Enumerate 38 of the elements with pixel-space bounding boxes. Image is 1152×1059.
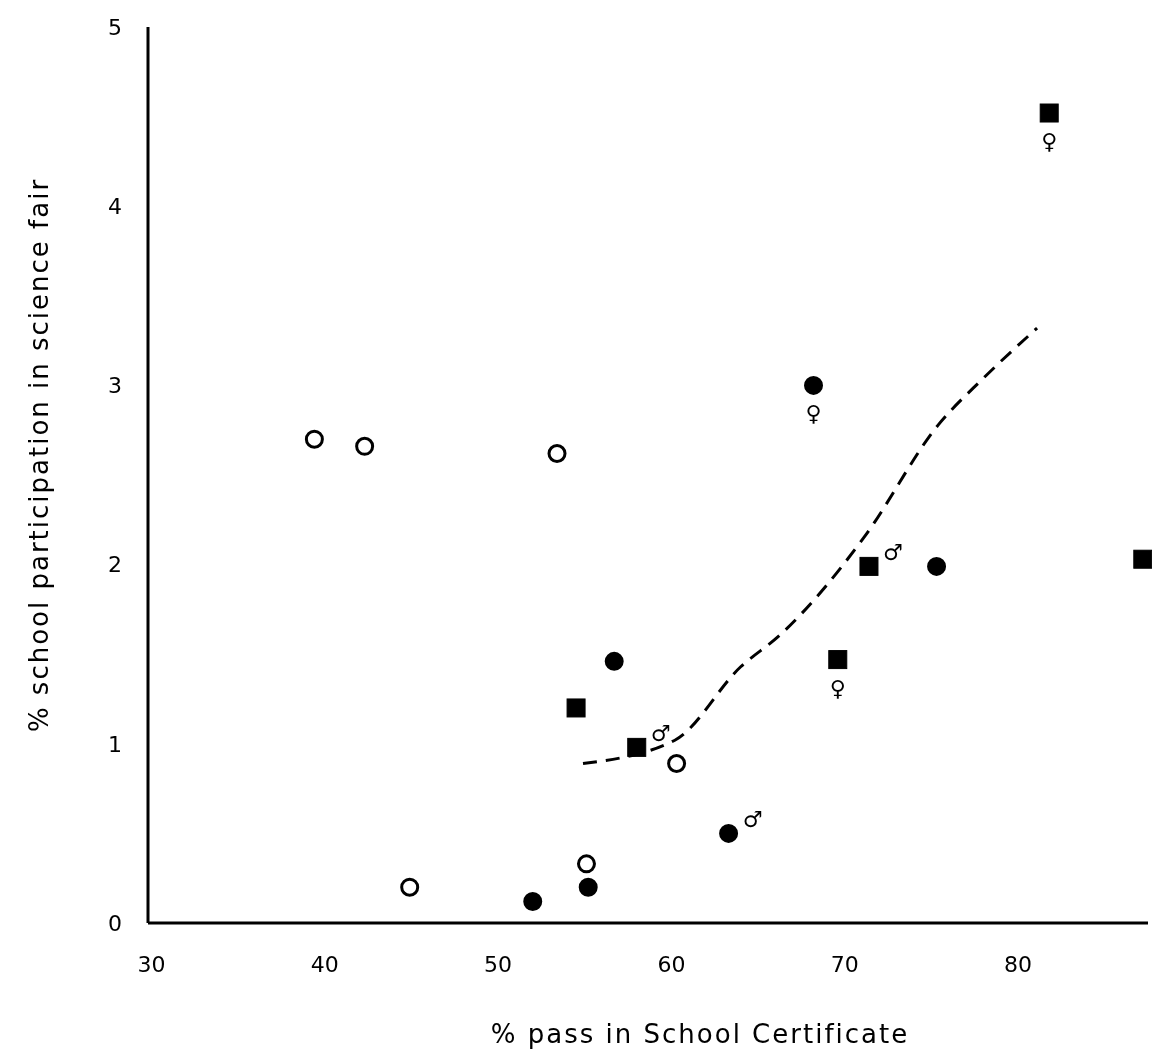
x-tick-label: 60 [657,952,686,977]
point [304,429,324,449]
y-tick-label: 2 [108,552,122,578]
point [719,823,739,843]
point [804,375,824,395]
point [604,651,624,671]
annotation: ♂ [883,540,903,566]
y-tick-label: 3 [108,373,122,399]
x-tick-label: 50 [484,952,513,977]
y-tick-label: 4 [108,193,122,219]
y-tick-label: 1 [108,731,122,757]
point [566,698,586,718]
point [667,754,687,774]
point [578,877,598,897]
point [1133,549,1152,569]
x-axis-title: % pass in School Certificate [490,1019,910,1049]
point [828,650,848,670]
point [859,556,879,576]
x-tick-label: 40 [310,952,339,977]
x-tick-label: 30 [137,952,166,977]
annotation: ♀ [1041,129,1058,155]
annotation: ♀ [805,401,822,427]
line-series [581,326,1039,766]
annotation: ♂ [742,807,763,833]
point [523,892,543,911]
point [1039,103,1059,123]
y-tick-label: 0 [108,910,122,936]
point [355,436,375,456]
point [400,877,420,897]
x-tick-label: 70 [830,952,859,977]
annotation: ♂ [650,721,671,747]
annotation: ♀ [829,675,846,701]
y-axis-title: % school participation in science fair [24,177,54,733]
point [927,556,947,576]
x-tick-label: 80 [1004,952,1033,977]
point [576,854,596,874]
point [547,444,567,463]
y-tick-label: 5 [108,14,122,40]
